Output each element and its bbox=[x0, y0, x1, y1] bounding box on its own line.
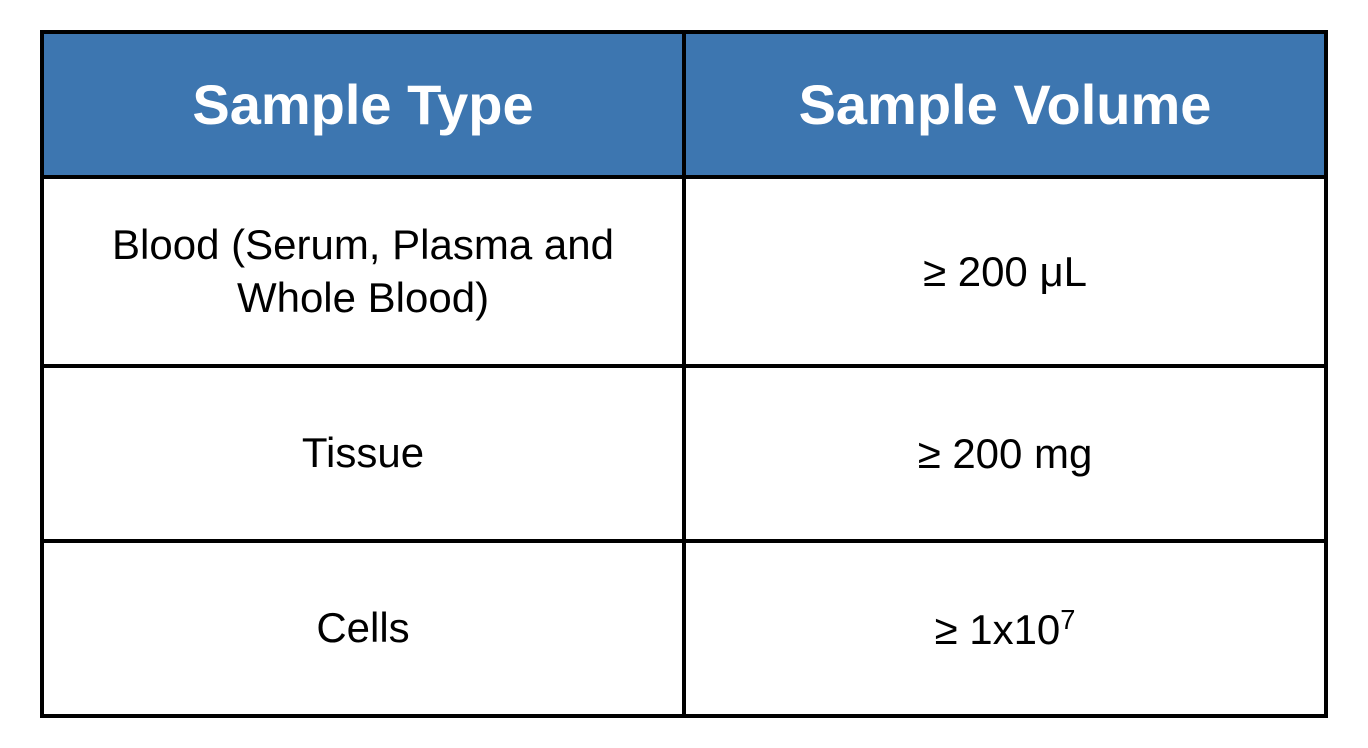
cell-sample-type: Tissue bbox=[42, 366, 684, 541]
table-row: Tissue ≥ 200 mg bbox=[42, 366, 1326, 541]
table-header-row: Sample Type Sample Volume bbox=[42, 32, 1326, 177]
cell-sample-volume: ≥ 1x107 bbox=[684, 541, 1326, 716]
cell-sample-volume-superscript: 7 bbox=[1060, 604, 1075, 635]
column-header-sample-type: Sample Type bbox=[42, 32, 684, 177]
cell-sample-volume-base: ≥ 1x10 bbox=[935, 606, 1061, 653]
sample-requirements-table: Sample Type Sample Volume Blood (Serum, … bbox=[40, 30, 1328, 718]
cell-sample-type: Cells bbox=[42, 541, 684, 716]
cell-sample-volume: ≥ 200 mg bbox=[684, 366, 1326, 541]
table-row: Blood (Serum, Plasma and Whole Blood) ≥ … bbox=[42, 177, 1326, 366]
cell-sample-volume: ≥ 200 μL bbox=[684, 177, 1326, 366]
cell-sample-type: Blood (Serum, Plasma and Whole Blood) bbox=[42, 177, 684, 366]
table-row: Cells ≥ 1x107 bbox=[42, 541, 1326, 716]
column-header-sample-volume: Sample Volume bbox=[684, 32, 1326, 177]
